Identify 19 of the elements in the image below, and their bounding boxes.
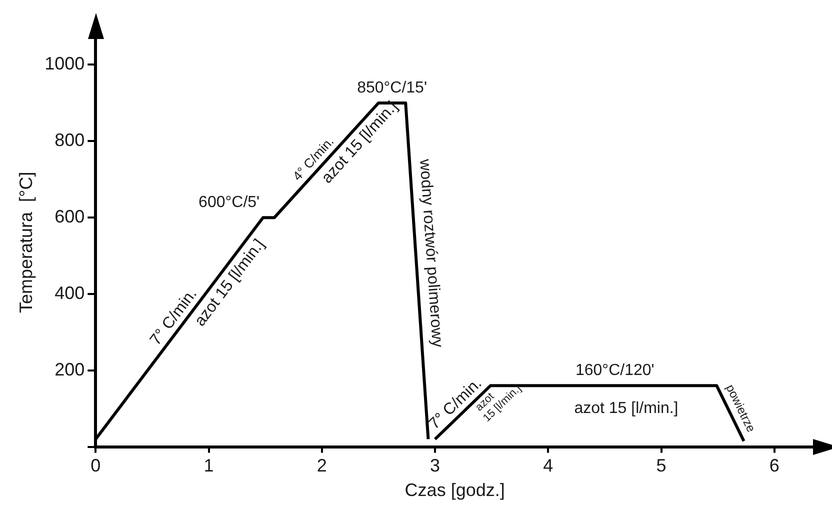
x-tick-label: 0: [90, 456, 101, 476]
y-tick-label: 800: [54, 130, 85, 150]
x-tick-label: 1: [204, 456, 214, 476]
y-tick-label: 600: [54, 206, 85, 227]
y-tick-label: 400: [54, 282, 85, 303]
annotation: 160°C/120': [575, 362, 654, 380]
annotation: 850°C/15': [357, 79, 428, 96]
x-tick-label: 2: [316, 456, 327, 476]
annotation: wodny roztwór polimerowy: [416, 158, 446, 348]
x-tick-label: 3: [430, 456, 440, 476]
y-tick-label: 200: [54, 359, 85, 380]
annotation: azot 15 [l/min.]: [574, 400, 678, 418]
x-axis-title: Czas [godz.]: [404, 480, 505, 500]
y-tick-label: 1000: [44, 54, 85, 74]
y-axis-title: Temperatura [°C]: [16, 172, 36, 314]
x-tick-label: 4: [543, 456, 554, 476]
x-tick-label: 5: [656, 456, 666, 476]
annotation: 600°C/5': [198, 194, 260, 211]
x-tick-label: 6: [769, 456, 780, 476]
